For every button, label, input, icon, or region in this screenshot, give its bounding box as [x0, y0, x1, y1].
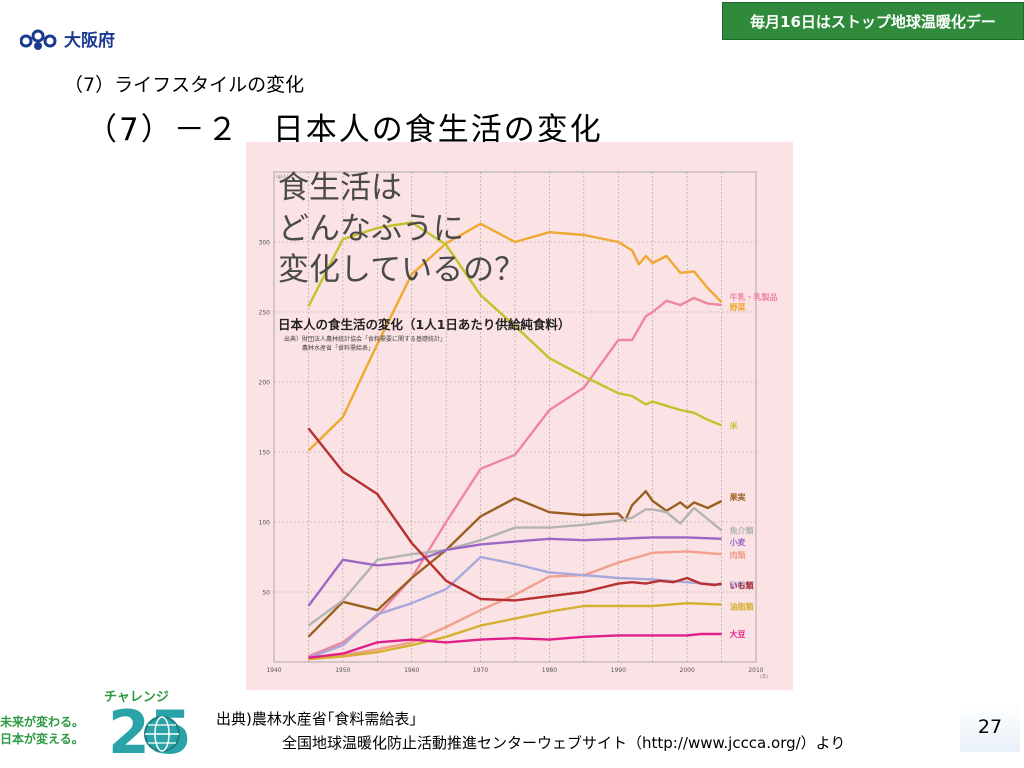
x-tick-label: 1990 [611, 667, 626, 674]
series-line [307, 221, 723, 427]
challenge-label: チャレンジ [104, 690, 169, 705]
page-number-box: 27 [960, 702, 1020, 752]
y-tick-label: 250 [259, 310, 271, 317]
source-line-2: 全国地球温暖化防止活動推進センターウェブサイト（http://www.jccca… [282, 734, 846, 752]
y-tick-label: 150 [259, 450, 271, 457]
series-line [307, 427, 722, 602]
series-label: 魚介類 [730, 525, 755, 535]
page-number: 27 [977, 716, 1003, 738]
series-label: 小麦 [729, 537, 747, 547]
y-tick-label: 300 [259, 240, 271, 247]
chart-title: 日本人の食生活の変化（1人1日あたり供給純食料） [278, 317, 571, 332]
series-label: 油脂類 [730, 602, 755, 612]
x-tick-label: 1940 [266, 667, 281, 674]
x-tick-label: 1950 [335, 667, 350, 674]
series-label: いも類 [730, 581, 755, 591]
series-label: 野菜 [730, 302, 746, 312]
section-subtitle: （7）ライフスタイルの変化 [64, 74, 305, 96]
x-axis-unit: (年) [760, 673, 768, 680]
x-tick-label: 1970 [473, 667, 488, 674]
x-tick-label: 1960 [404, 667, 419, 674]
series-line [307, 555, 722, 659]
series-line [308, 550, 722, 659]
challenge-slogan: 未来が変わる。 日本が変える。 [0, 715, 85, 746]
series-label: 肉類 [730, 550, 747, 560]
y-axis-unit: (g/人) [276, 174, 289, 180]
series-line [307, 490, 723, 638]
series-label: 砂糖類 [729, 580, 755, 590]
series-line [307, 506, 723, 627]
series-line [308, 632, 722, 659]
chart-source-note: 出典）財団法人農林統計協会「食料需要に関する基礎統計」 農林水産省「食料需給表」 [284, 336, 447, 352]
stop-warming-banner: 毎月16日はストップ地球温暖化デー [722, 2, 1024, 40]
series-line [307, 536, 722, 607]
series-label: 果実 [729, 492, 746, 502]
chart-panel: 50 100 150 200 250 300 1940 1950 1960 1970 1980 199… [246, 142, 793, 690]
osaka-logo: 大阪府 [20, 26, 115, 51]
globe-icon [144, 716, 180, 752]
source-line-1: 出典)農林水産省｢食料需給表｣ [216, 710, 417, 728]
series-label: 米 [729, 420, 739, 430]
y-tick-label: 200 [259, 380, 271, 387]
x-tick-label: 2010 [748, 667, 763, 674]
food-consumption-line-chart: 50 100 150 200 250 300 1940 1950 1960 1970 1980 199… [259, 171, 778, 680]
x-tick-label: 1980 [542, 667, 557, 674]
osaka-emblem-icon [20, 29, 57, 50]
series-label: 牛乳・乳製品 [730, 292, 778, 302]
x-tick-label: 2000 [680, 667, 695, 674]
series-line [307, 222, 723, 452]
y-tick-label: 50 [262, 590, 270, 597]
series-label: 大豆 [730, 629, 746, 639]
logo-text: 大阪府 [64, 31, 115, 51]
chart-caption-heading: 食生活は どんなふうに 変化しているの？ [278, 170, 526, 288]
series-line [308, 602, 722, 661]
y-tick-label: 100 [259, 520, 271, 527]
